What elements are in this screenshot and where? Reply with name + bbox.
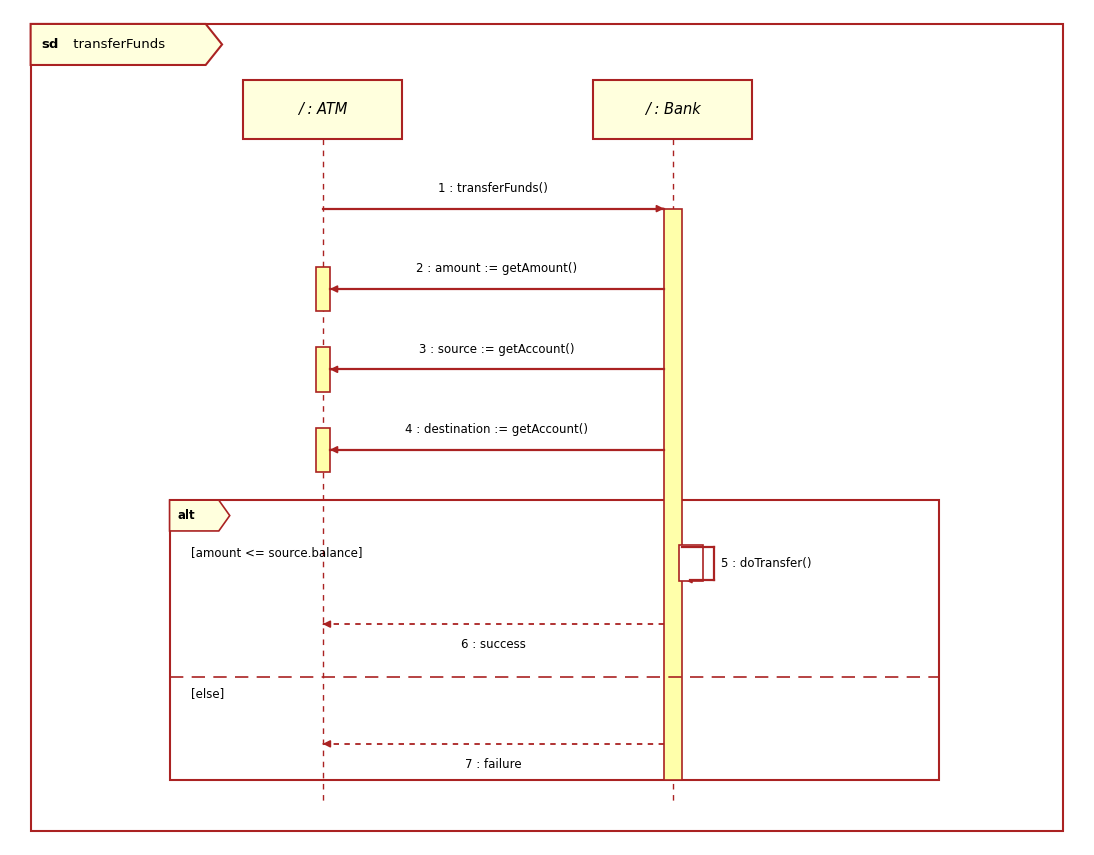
Text: / : Bank: / : Bank xyxy=(645,102,700,117)
Bar xyxy=(315,347,330,392)
Bar xyxy=(170,500,939,780)
Text: 2 : amount := getAmount(): 2 : amount := getAmount() xyxy=(417,262,578,275)
Bar xyxy=(679,545,703,581)
Bar xyxy=(315,267,330,311)
Text: / : ATM: / : ATM xyxy=(298,102,348,117)
Bar xyxy=(593,80,753,139)
Text: 6 : success: 6 : success xyxy=(461,638,526,651)
Text: transferFunds: transferFunds xyxy=(69,38,165,51)
Text: 3 : source := getAccount(): 3 : source := getAccount() xyxy=(419,343,574,356)
Polygon shape xyxy=(31,24,222,65)
Text: sd: sd xyxy=(42,38,59,51)
Bar xyxy=(315,428,330,472)
Text: 7 : failure: 7 : failure xyxy=(465,758,522,770)
Text: 4 : destination := getAccount(): 4 : destination := getAccount() xyxy=(406,423,589,436)
Polygon shape xyxy=(170,500,230,531)
Text: 5 : doTransfer(): 5 : doTransfer() xyxy=(721,557,812,570)
Text: [else]: [else] xyxy=(191,687,224,700)
Bar xyxy=(243,80,401,139)
Bar xyxy=(664,209,682,780)
Text: [amount <= source.balance]: [amount <= source.balance] xyxy=(191,546,363,559)
Text: alt: alt xyxy=(177,509,195,522)
Text: 1 : transferFunds(): 1 : transferFunds() xyxy=(439,182,548,195)
